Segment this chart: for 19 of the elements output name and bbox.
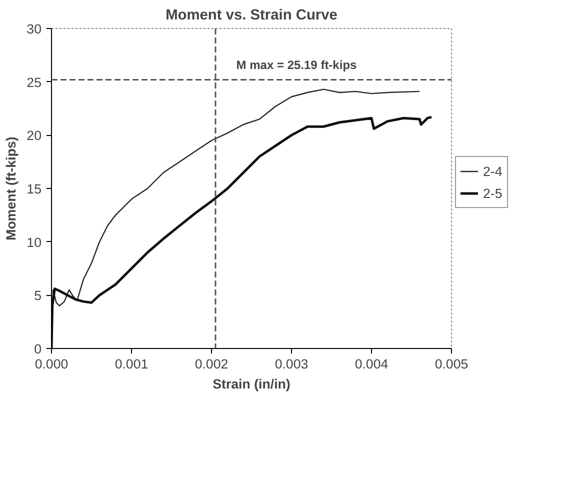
legend-label: 2-5 — [483, 186, 503, 200]
y-tick-label: 20 — [26, 128, 42, 144]
y-tick-label: 30 — [26, 22, 42, 36]
x-tick-label: 0.001 — [114, 356, 148, 372]
legend-label: 2-4 — [483, 164, 503, 178]
x-axis-title: Strain (in/in) — [212, 376, 290, 392]
y-tick-label: 10 — [26, 234, 42, 250]
ref-line-label: M max = 25.19 ft-kips — [236, 58, 358, 72]
x-tick-label: 0.005 — [434, 356, 468, 372]
x-tick-label: 0.004 — [354, 356, 389, 372]
y-tick-label: 0 — [34, 342, 42, 356]
x-tick-label: 0.003 — [274, 356, 308, 372]
y-axis-title: Moment (ft-kips) — [4, 136, 19, 240]
chart-title: Moment vs. Strain Curve — [166, 8, 338, 24]
x-tick-label: 0.002 — [194, 356, 228, 372]
x-tick-label: 0.000 — [34, 356, 68, 372]
y-tick-label: 15 — [26, 182, 42, 196]
y-tick-label: 25 — [26, 74, 42, 90]
y-tick-label: 5 — [34, 288, 42, 304]
